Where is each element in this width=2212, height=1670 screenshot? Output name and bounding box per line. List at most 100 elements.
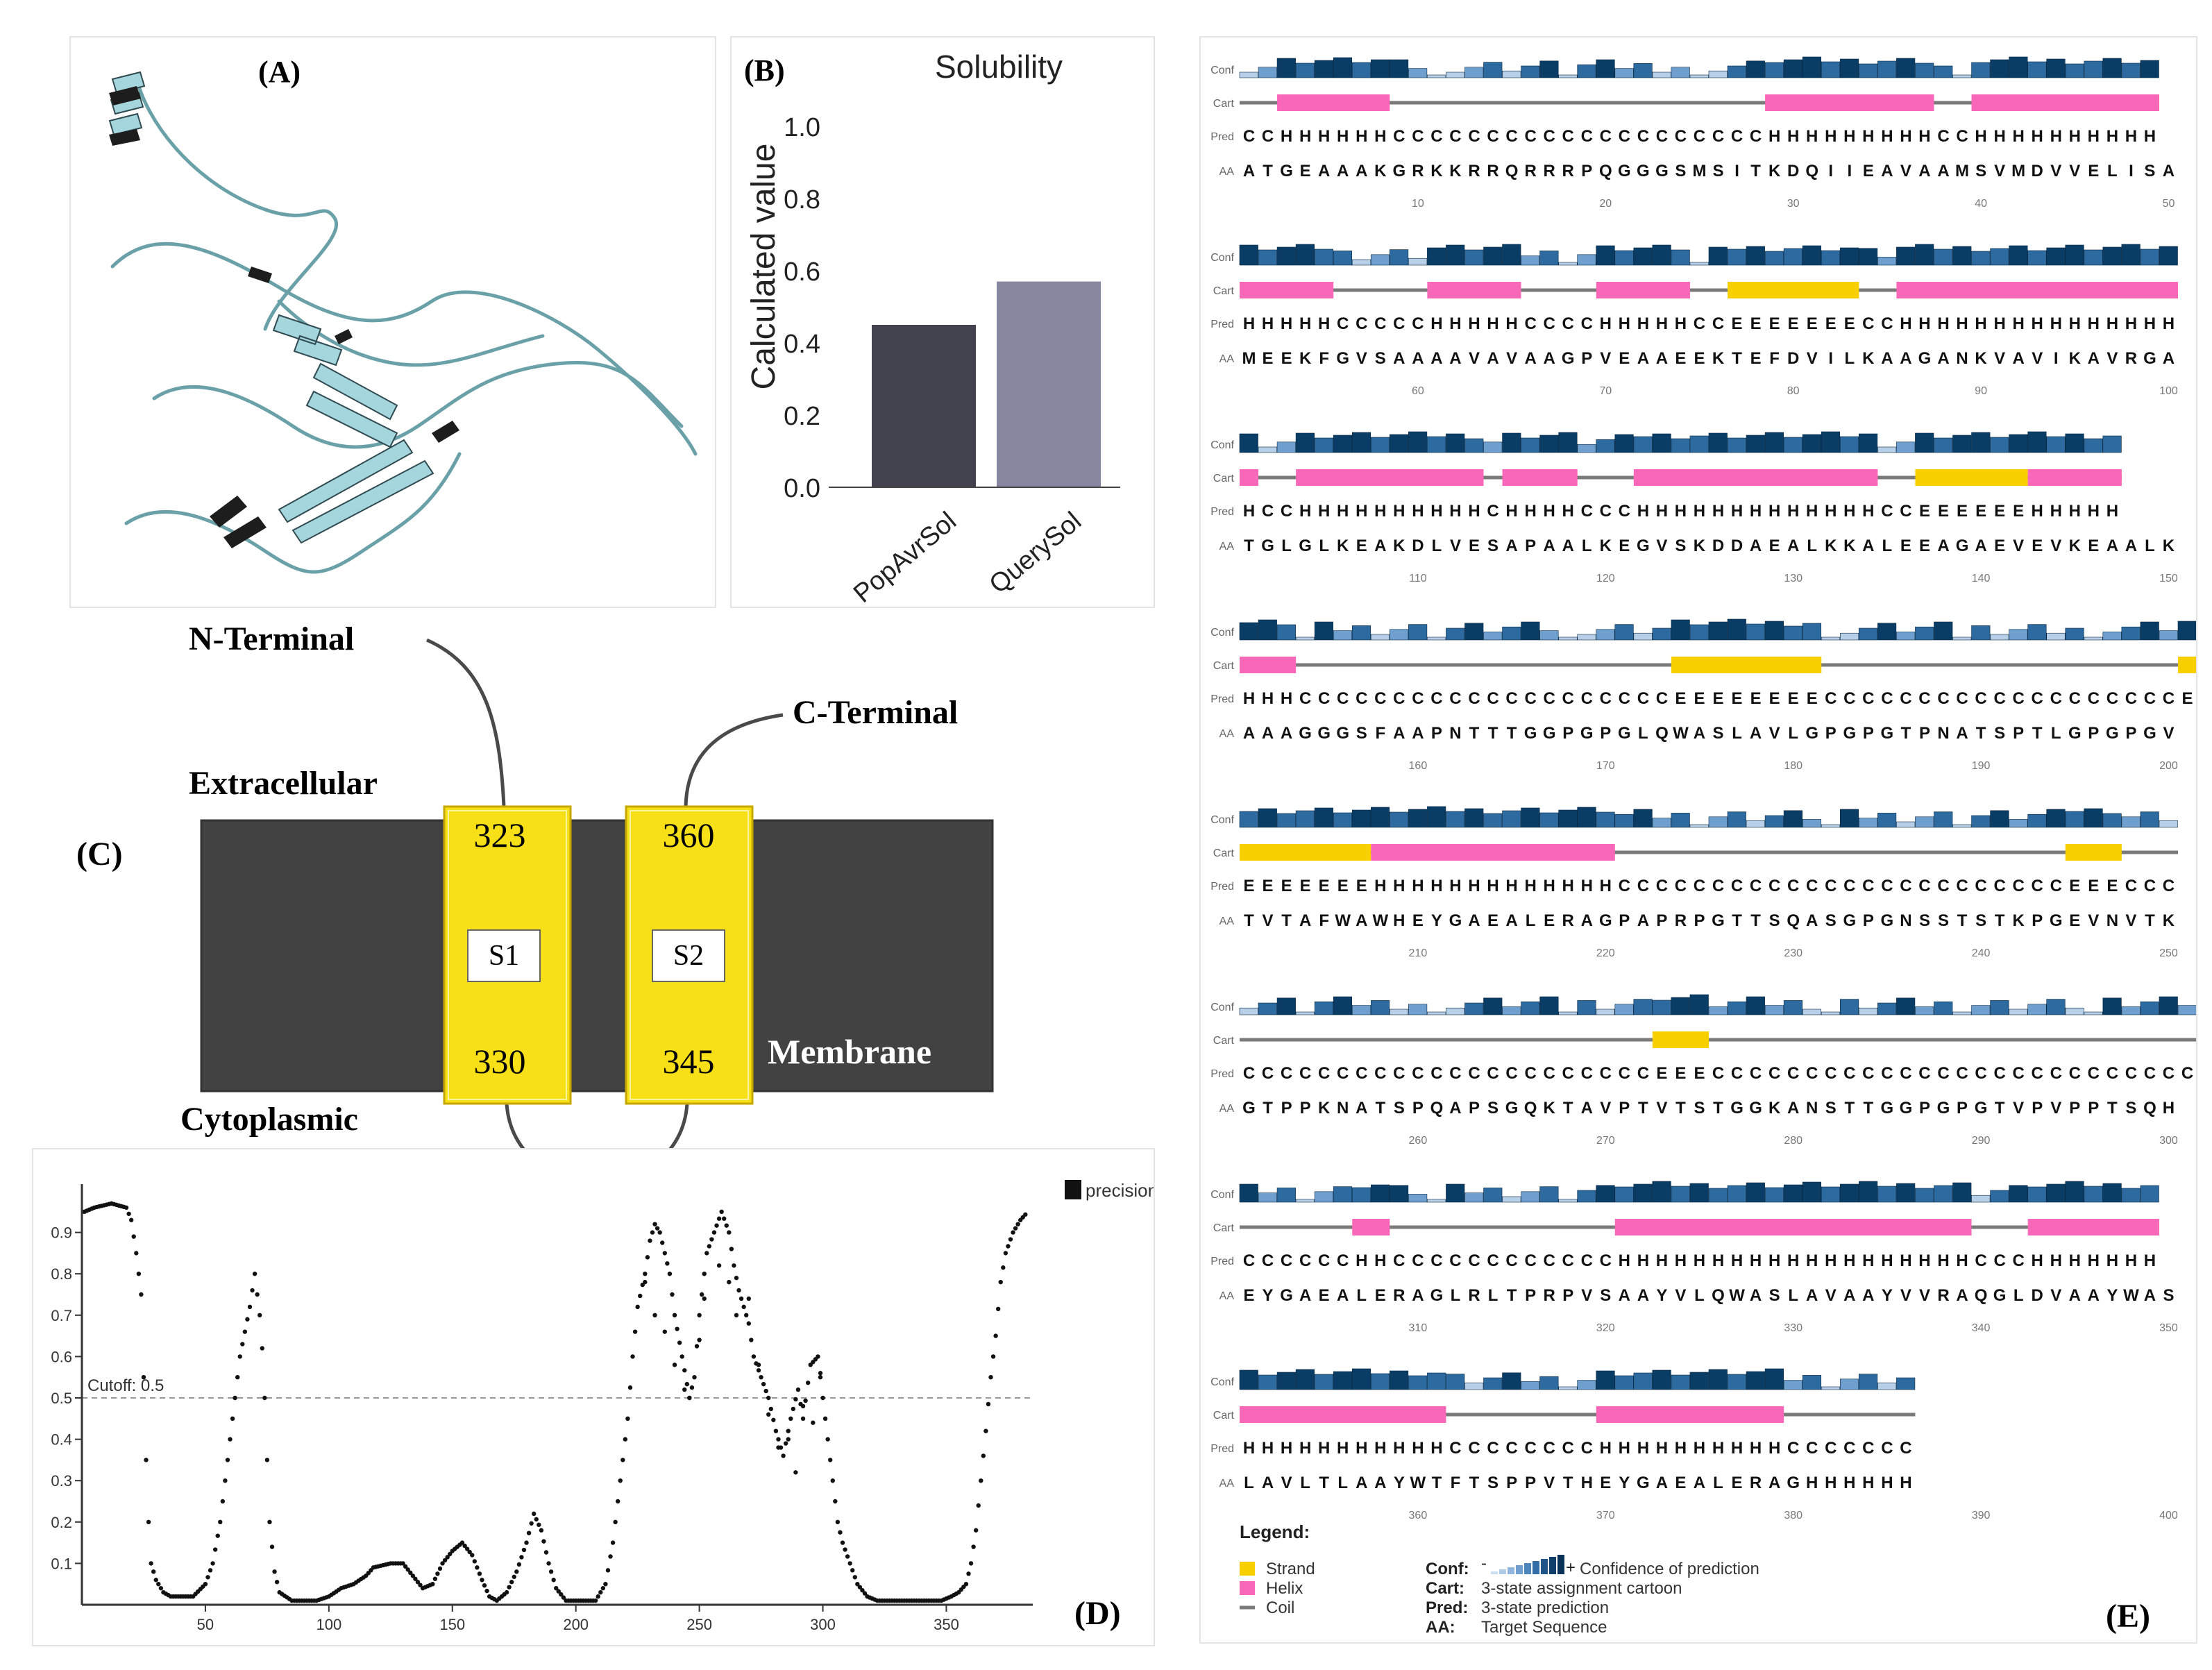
- precision-point: [264, 1458, 270, 1462]
- s1-top-number: 323: [474, 816, 526, 854]
- conf-bar: [1689, 624, 1709, 641]
- aa-char: P: [1281, 1099, 1292, 1117]
- aa-char: A: [1881, 162, 1893, 180]
- conf-bar: [1408, 1194, 1428, 1203]
- pred-char: C: [1449, 127, 1461, 146]
- pred-char: H: [1356, 127, 1367, 146]
- aa-char: E: [1750, 349, 1762, 368]
- pred-char: C: [2032, 689, 2043, 708]
- conf-bar: [2102, 246, 2122, 266]
- pred-char: H: [1487, 314, 1498, 333]
- pred-char: C: [1731, 1064, 1743, 1083]
- conf-bar: [1727, 1001, 1746, 1015]
- precision-point: [245, 1317, 250, 1322]
- pred-char: C: [1581, 502, 1593, 521]
- conf-bar: [1727, 1185, 1746, 1203]
- pred-char: H: [1656, 1439, 1668, 1458]
- conf-bar: [1614, 434, 1634, 453]
- conf-bar: [1596, 59, 1615, 78]
- legend-title: Legend:: [1240, 1521, 1310, 1542]
- precision-point: [124, 1205, 129, 1211]
- precision-point: [672, 1363, 677, 1367]
- conf-bar: [1821, 250, 1841, 266]
- pred-label: Pred: [1210, 1068, 1234, 1080]
- precision-point: [1008, 1237, 1013, 1242]
- aa-char: A: [1787, 1099, 1799, 1117]
- aa-char: T: [1864, 1099, 1874, 1117]
- aa-char: E: [1412, 911, 1424, 930]
- conf-bar: [2084, 438, 2103, 453]
- precision-point: [662, 1251, 667, 1256]
- pred-char: H: [1430, 1439, 1442, 1458]
- precision-point: [968, 1561, 974, 1566]
- precision-point: [603, 1582, 608, 1587]
- chart-b-xticks: PopAvrSol QuerySol: [848, 507, 1087, 607]
- pred-char: C: [1505, 1064, 1517, 1083]
- conf-bar: [1859, 1374, 1878, 1390]
- pred-char: H: [2088, 127, 2100, 146]
- aa-char: T: [2145, 911, 2155, 930]
- precision-point: [512, 1574, 516, 1579]
- pred-char: C: [1430, 127, 1442, 146]
- precision-point: [600, 1585, 606, 1591]
- pred-char: C: [1600, 689, 1612, 708]
- position-tick: 110: [1409, 573, 1427, 584]
- pred-char: H: [1768, 1439, 1780, 1458]
- conf-bar: [1408, 1375, 1428, 1390]
- aa-char: G: [1393, 162, 1406, 180]
- conf-bar: [1446, 1183, 1465, 1203]
- conf-bar: [1239, 244, 1258, 266]
- aa-char: T: [1901, 724, 1911, 743]
- pred-char: H: [1806, 1251, 1818, 1270]
- precision-point: [694, 1344, 700, 1349]
- xtick-label: 250: [686, 1616, 712, 1633]
- pred-char: C: [1619, 127, 1630, 146]
- conf-bar: [1427, 1011, 1446, 1015]
- conf-bar: [2065, 627, 2084, 641]
- conf-bar: [1934, 1001, 1953, 1015]
- aa-char: T: [2032, 724, 2043, 743]
- conf-bar: [1314, 621, 1334, 641]
- position-tick: 140: [1972, 573, 1991, 584]
- conf-bar: [2102, 813, 2122, 828]
- pred-char: H: [2032, 127, 2043, 146]
- aa-char: A: [1318, 162, 1330, 180]
- precision-point: [776, 1445, 781, 1450]
- pred-char: H: [1337, 1439, 1349, 1458]
- xtick-label: 150: [439, 1616, 465, 1633]
- precision-point: [756, 1363, 761, 1367]
- conf-bar: [1802, 56, 1822, 78]
- conf-bar: [1934, 437, 1953, 453]
- precision-point: [1003, 1251, 1008, 1256]
- precision-point: [805, 1380, 811, 1385]
- aa-char: S: [1975, 911, 1986, 930]
- precision-point: [618, 1478, 623, 1483]
- conf-bar: [1990, 1000, 2009, 1015]
- pred-char: C: [1505, 1439, 1517, 1458]
- aa-char: P: [1957, 1099, 1968, 1117]
- conf-bar: [1276, 58, 1296, 78]
- pred-char: C: [1487, 127, 1498, 146]
- aa-char: Y: [1882, 1286, 1893, 1305]
- aa-char: A: [1581, 1099, 1593, 1117]
- pred-char: H: [1505, 314, 1517, 333]
- precision-point: [440, 1561, 445, 1566]
- pred-char: E: [1263, 877, 1274, 895]
- conf-bar: [1764, 1187, 1784, 1203]
- pred-char: C: [1862, 1064, 1874, 1083]
- conf-bar: [1521, 1001, 1540, 1015]
- precision-point: [459, 1540, 465, 1545]
- conf-bar: [1276, 813, 1296, 828]
- aa-char: R: [1524, 162, 1536, 180]
- pred-char: C: [1318, 1251, 1330, 1270]
- aa-char: L: [1319, 537, 1329, 555]
- precision-point: [627, 1385, 633, 1390]
- precision-point: [126, 1211, 131, 1216]
- precision-point: [734, 1275, 739, 1281]
- conf-bar: [1370, 1000, 1390, 1015]
- conf-bar: [2121, 1006, 2141, 1015]
- position-tick: 190: [1972, 760, 1991, 772]
- precision-point: [662, 1329, 667, 1334]
- pred-char: C: [1487, 1439, 1498, 1458]
- precision-point: [464, 1546, 470, 1551]
